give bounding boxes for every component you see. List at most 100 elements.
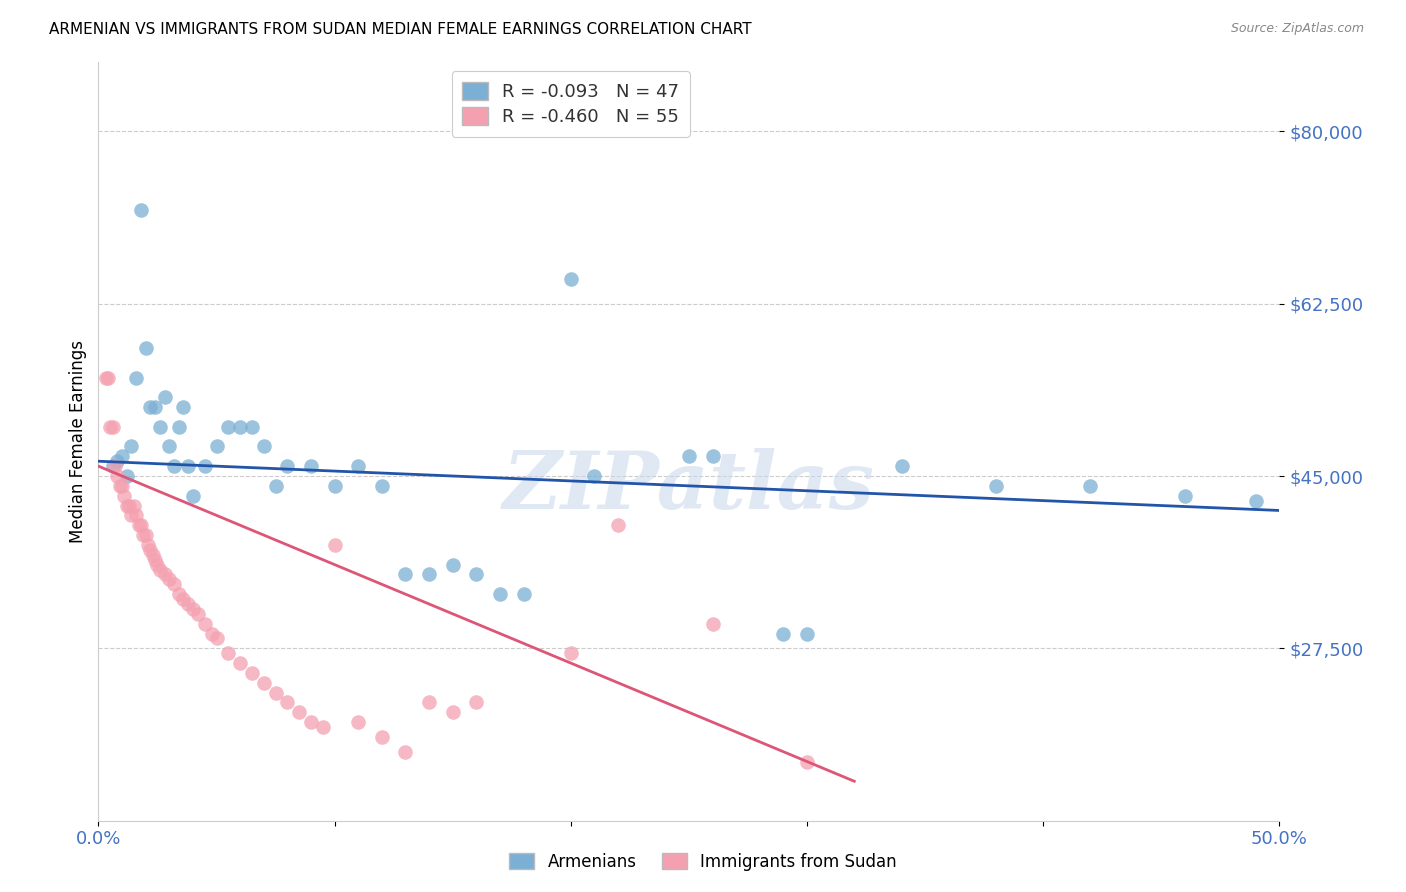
Point [135,528,157,542]
Point [101,419,124,434]
Point [240,665,263,680]
Point [157,440,180,454]
Point [678,450,700,464]
Point [205,632,228,646]
Point [98,419,121,434]
Point [583,469,606,483]
Point [167,419,190,434]
Point [418,696,440,710]
Point [441,706,464,720]
Point [118,499,141,513]
Point [347,715,370,730]
Point [149,563,172,577]
Point [201,626,224,640]
Point [101,459,124,474]
Point [560,272,582,286]
Point [129,203,152,218]
Point [163,459,186,474]
Point [607,518,630,533]
Point [418,567,440,582]
Point [149,419,172,434]
Point [205,440,228,454]
Point [1244,493,1267,508]
Point [240,419,263,434]
Point [187,607,209,621]
Point [276,459,298,474]
Point [129,518,152,533]
Point [299,459,322,474]
Point [111,479,134,493]
Point [111,450,134,464]
Point [115,469,138,483]
Point [702,450,724,464]
Point [153,567,176,582]
Point [465,567,488,582]
Point [441,558,464,572]
Point [132,528,155,542]
Point [371,730,394,744]
Point [172,400,194,414]
Point [312,720,335,734]
Text: Source: ZipAtlas.com: Source: ZipAtlas.com [1230,22,1364,36]
Point [125,370,148,384]
Point [394,745,416,759]
Point [229,656,252,670]
Point [984,479,1007,493]
Point [489,587,512,601]
Point [229,419,252,434]
Point [702,616,724,631]
Legend: R = -0.093   N = 47, R = -0.460   N = 55: R = -0.093 N = 47, R = -0.460 N = 55 [451,71,690,137]
Point [512,587,534,601]
Point [121,440,143,454]
Point [177,459,200,474]
Point [264,479,287,493]
Point [217,646,239,660]
Point [167,587,190,601]
Point [135,341,157,355]
Point [104,459,127,474]
Point [105,469,128,483]
Point [796,626,818,640]
Point [560,646,582,660]
Point [112,489,135,503]
Legend: Armenians, Immigrants from Sudan: Armenians, Immigrants from Sudan [501,845,905,880]
Text: ARMENIAN VS IMMIGRANTS FROM SUDAN MEDIAN FEMALE EARNINGS CORRELATION CHART: ARMENIAN VS IMMIGRANTS FROM SUDAN MEDIAN… [49,22,752,37]
Point [177,597,200,611]
Point [194,459,217,474]
Point [796,755,818,769]
Point [157,573,180,587]
Point [299,715,322,730]
Point [772,626,794,640]
Point [125,508,148,523]
Point [394,567,416,582]
Point [153,390,176,404]
Point [142,548,165,562]
Point [264,685,287,699]
Point [128,518,150,533]
Point [1080,479,1102,493]
Point [253,440,276,454]
Point [139,400,162,414]
Point [194,616,217,631]
Point [163,577,186,591]
Point [121,508,143,523]
Point [115,499,138,513]
Point [465,696,488,710]
Point [347,459,370,474]
Point [217,419,239,434]
Point [143,552,166,566]
Point [143,400,166,414]
Point [323,538,346,552]
Point [105,454,128,468]
Point [1174,489,1197,503]
Text: ZIPatlas: ZIPatlas [503,449,875,525]
Point [97,370,120,384]
Point [172,592,194,607]
Point [253,675,276,690]
Point [181,602,204,616]
Point [94,370,117,384]
Point [139,542,162,557]
Point [323,479,346,493]
Point [181,489,204,503]
Point [276,696,298,710]
